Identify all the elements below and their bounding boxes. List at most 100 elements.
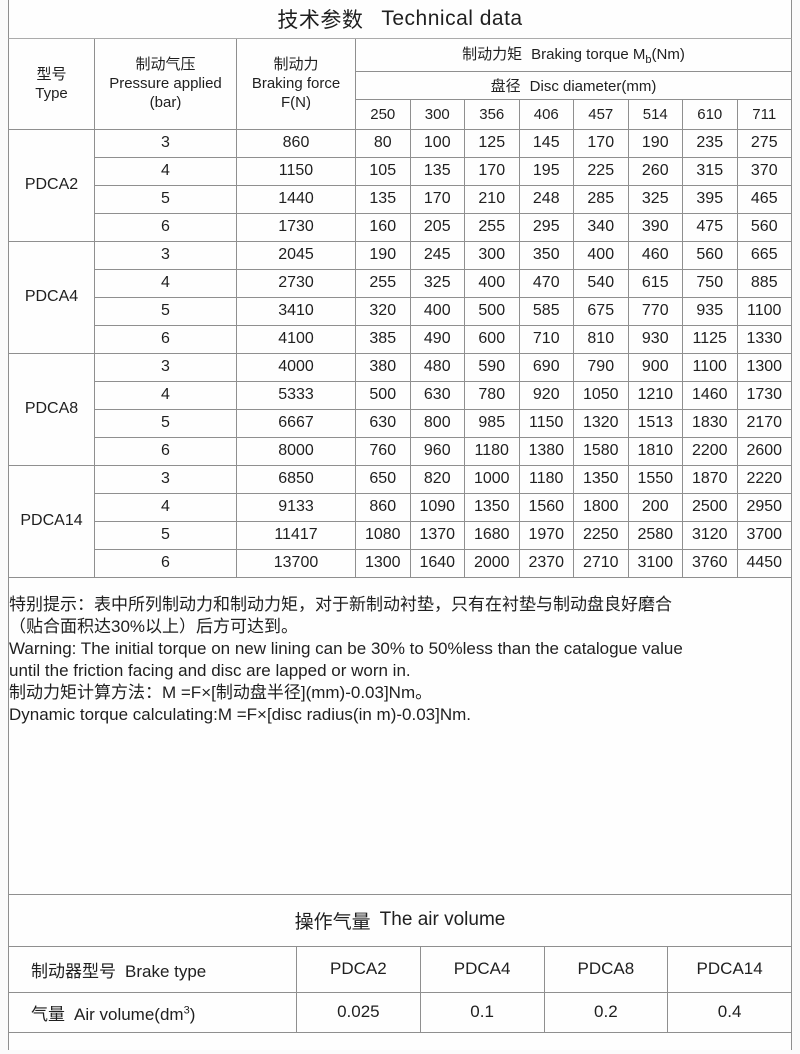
torque-cell: 135 <box>355 184 411 214</box>
torque-cell: 490 <box>409 324 465 354</box>
torque-cell: 630 <box>355 408 411 438</box>
force-cell: 860 <box>236 128 356 158</box>
torque-cell: 325 <box>627 184 683 214</box>
data-row: 4 9133 860 1090 1350 1560 1800 200 2500 2950 <box>9 492 792 522</box>
torque-cell: 295 <box>518 212 574 242</box>
torque-cell: 2250 <box>573 520 629 550</box>
torque-cell: 760 <box>355 436 411 466</box>
torque-cell: 210 <box>464 184 520 214</box>
pressure-cell: 3 <box>94 128 237 158</box>
brake-type-cell: PDCA8 <box>8 352 95 466</box>
air-row-header-en: Brake type <box>125 961 207 981</box>
torque-cell: 2600 <box>736 436 792 466</box>
col-header-diameter-en: Disc diameter(mm) <box>529 77 657 95</box>
diameter-header-cell: 356 <box>464 98 520 130</box>
warning-en-line1: Warning: The initial torque on new linin… <box>9 638 683 658</box>
torque-cell: 1100 <box>736 296 792 326</box>
torque-cell: 560 <box>736 212 792 242</box>
torque-cell: 2500 <box>682 492 738 522</box>
torque-cell: 1090 <box>409 492 465 522</box>
torque-cell: 960 <box>409 436 465 466</box>
force-cell: 6850 <box>236 464 356 494</box>
torque-cell: 1080 <box>355 520 411 550</box>
torque-cell: 100 <box>409 128 465 158</box>
torque-cell: 470 <box>518 268 574 298</box>
torque-cell: 2170 <box>736 408 792 438</box>
force-cell: 4000 <box>236 352 356 382</box>
force-cell: 11417 <box>236 520 356 550</box>
torque-cell: 170 <box>464 156 520 186</box>
pressure-cell: 6 <box>94 324 237 354</box>
torque-cell: 4450 <box>736 548 792 578</box>
torque-cell: 1730 <box>736 380 792 410</box>
pressure-cell: 6 <box>94 436 237 466</box>
formula-en: Dynamic torque calculating:M =F×[disc ra… <box>9 704 471 724</box>
pressure-cell: 3 <box>94 240 237 270</box>
col-header-type-zh: 型号 <box>36 65 67 83</box>
torque-cell: 585 <box>518 296 574 326</box>
torque-cell: 1320 <box>573 408 629 438</box>
torque-cell: 540 <box>573 268 629 298</box>
torque-cell: 2000 <box>464 548 520 578</box>
torque-cell: 1580 <box>573 436 629 466</box>
air-volume-title: 操作气量 The air volume <box>8 893 792 946</box>
force-cell: 6667 <box>236 408 356 438</box>
torque-cell: 500 <box>355 380 411 410</box>
air-volume-value-cell: 0.025 <box>296 991 421 1033</box>
page-title: 技术参数 Technical data <box>8 0 792 39</box>
torque-cell: 275 <box>736 128 792 158</box>
data-row: 5 3410 320 400 500 585 675 770 935 1100 <box>9 296 792 326</box>
torque-cell: 1513 <box>627 408 683 438</box>
col-header-torque-zh: 制动力矩 <box>462 46 523 64</box>
torque-cell: 170 <box>409 184 465 214</box>
diameter-header-cell: 711 <box>736 98 792 130</box>
torque-cell: 195 <box>518 156 574 186</box>
torque-cell: 2370 <box>518 548 574 578</box>
torque-cell: 2950 <box>736 492 792 522</box>
torque-cell: 1800 <box>573 492 629 522</box>
col-header-force-zh: 制动力 <box>273 56 319 74</box>
torque-cell: 500 <box>464 296 520 326</box>
data-row: 5 11417 1080 1370 1680 1970 2250 2580 3120 3700 <box>9 520 792 550</box>
torque-cell: 370 <box>736 156 792 186</box>
formula-zh: 制动力矩计算方法：M =F×[制动盘半径](mm)-0.03]Nm。 <box>9 682 433 702</box>
torque-cell: 1210 <box>627 380 683 410</box>
torque-cell: 885 <box>736 268 792 298</box>
torque-cell: 630 <box>409 380 465 410</box>
air-row-header: 制动器型号 Brake type <box>8 945 297 993</box>
force-cell: 2730 <box>236 268 356 298</box>
torque-cell: 3100 <box>627 548 683 578</box>
data-row: 4 1150 105 135 170 195 225 260 315 370 <box>9 156 792 186</box>
col-header-diameter-zh: 盘径 <box>490 77 521 95</box>
pressure-cell: 3 <box>94 464 237 494</box>
torque-cell: 3760 <box>682 548 738 578</box>
torque-cell: 560 <box>682 240 738 270</box>
air-volume-label-en: Air volume(dm <box>74 1004 184 1024</box>
torque-cell: 1810 <box>627 436 683 466</box>
pressure-cell: 4 <box>94 156 237 186</box>
notes-section: 特别提示：表中所列制动力和制动力矩，对于新制动衬垫，只有在衬垫与制动盘良好磨合 … <box>8 577 792 894</box>
torque-cell: 160 <box>355 212 411 242</box>
torque-cell: 285 <box>573 184 629 214</box>
torque-cell: 1180 <box>464 436 520 466</box>
torque-cell: 465 <box>736 184 792 214</box>
data-row: 6 1730 160 205 255 295 340 390 475 560 <box>9 212 792 242</box>
data-row: 5 6667 630 800 985 1150 1320 1513 1830 2170 <box>9 408 792 438</box>
torque-cell: 80 <box>355 128 411 158</box>
torque-cell: 2580 <box>627 520 683 550</box>
pressure-cell: 4 <box>94 380 237 410</box>
torque-cell: 1830 <box>682 408 738 438</box>
torque-cell: 790 <box>573 352 629 382</box>
force-cell: 1440 <box>236 184 356 214</box>
col-header-pressure: 制动气压 Pressure applied (bar) <box>94 39 237 130</box>
torque-cell: 1640 <box>409 548 465 578</box>
page-title-zh: 技术参数 <box>277 9 364 32</box>
data-row: 4 2730 255 325 400 470 540 615 750 885 <box>9 268 792 298</box>
torque-cell: 2200 <box>682 436 738 466</box>
col-header-pressure-zh: 制动气压 <box>135 56 196 74</box>
pressure-cell: 6 <box>94 548 237 578</box>
torque-cell: 1180 <box>518 464 574 494</box>
torque-cell: 650 <box>355 464 411 494</box>
torque-cell: 860 <box>355 492 411 522</box>
torque-cell: 3700 <box>736 520 792 550</box>
